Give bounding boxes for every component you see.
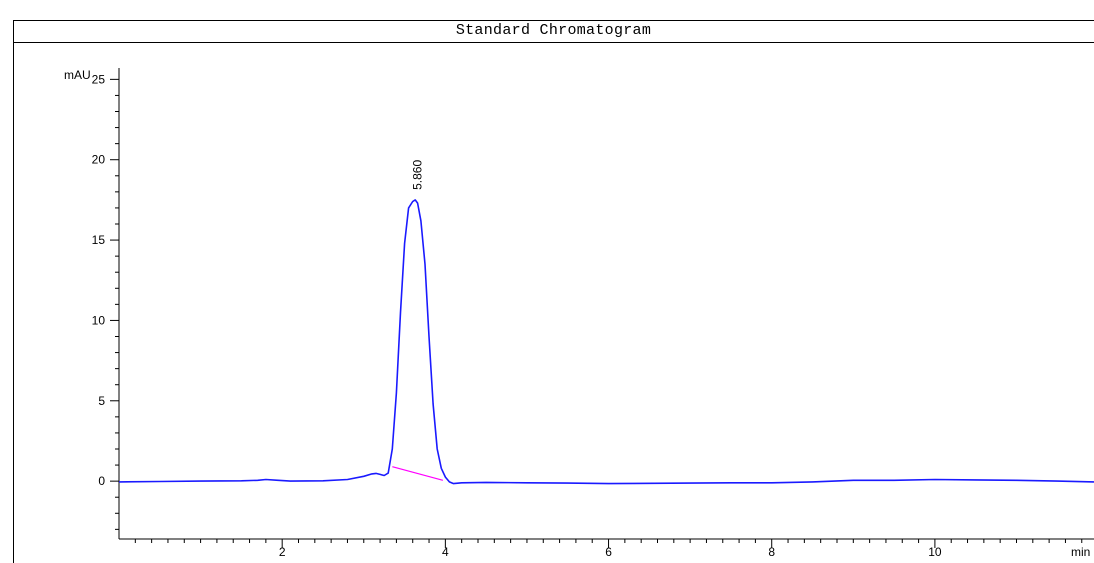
chart-title-bar: Standard Chromatogram — [13, 20, 1094, 43]
signal-trace — [118, 199, 1094, 485]
x-tick-label: 8 — [768, 545, 775, 559]
chart-frame — [13, 20, 1094, 563]
y-tick-label: 5 — [98, 394, 105, 408]
marks-layer: 5.860 — [118, 160, 1094, 485]
x-tick-label: 4 — [442, 545, 449, 559]
x-tick-label: 6 — [605, 545, 612, 559]
y-axis-label: mAU — [64, 68, 91, 82]
integration-baseline — [392, 466, 444, 481]
x-axis-label: min — [1071, 545, 1090, 559]
y-tick-label: 0 — [98, 474, 105, 488]
x-tick-label: 2 — [279, 545, 286, 559]
y-tick-label: 15 — [92, 233, 106, 247]
x-tick-label: 10 — [928, 545, 942, 559]
y-tick-label: 25 — [92, 72, 106, 86]
chart-title: Standard Chromatogram — [455, 22, 652, 39]
tick-layer: 0 5 10 15 20 25 2 4 6 8 10 — [92, 68, 1094, 559]
peak-retention-label: 5.860 — [411, 160, 425, 190]
y-tick-label: 10 — [92, 313, 106, 327]
y-tick-label: 20 — [92, 153, 106, 167]
